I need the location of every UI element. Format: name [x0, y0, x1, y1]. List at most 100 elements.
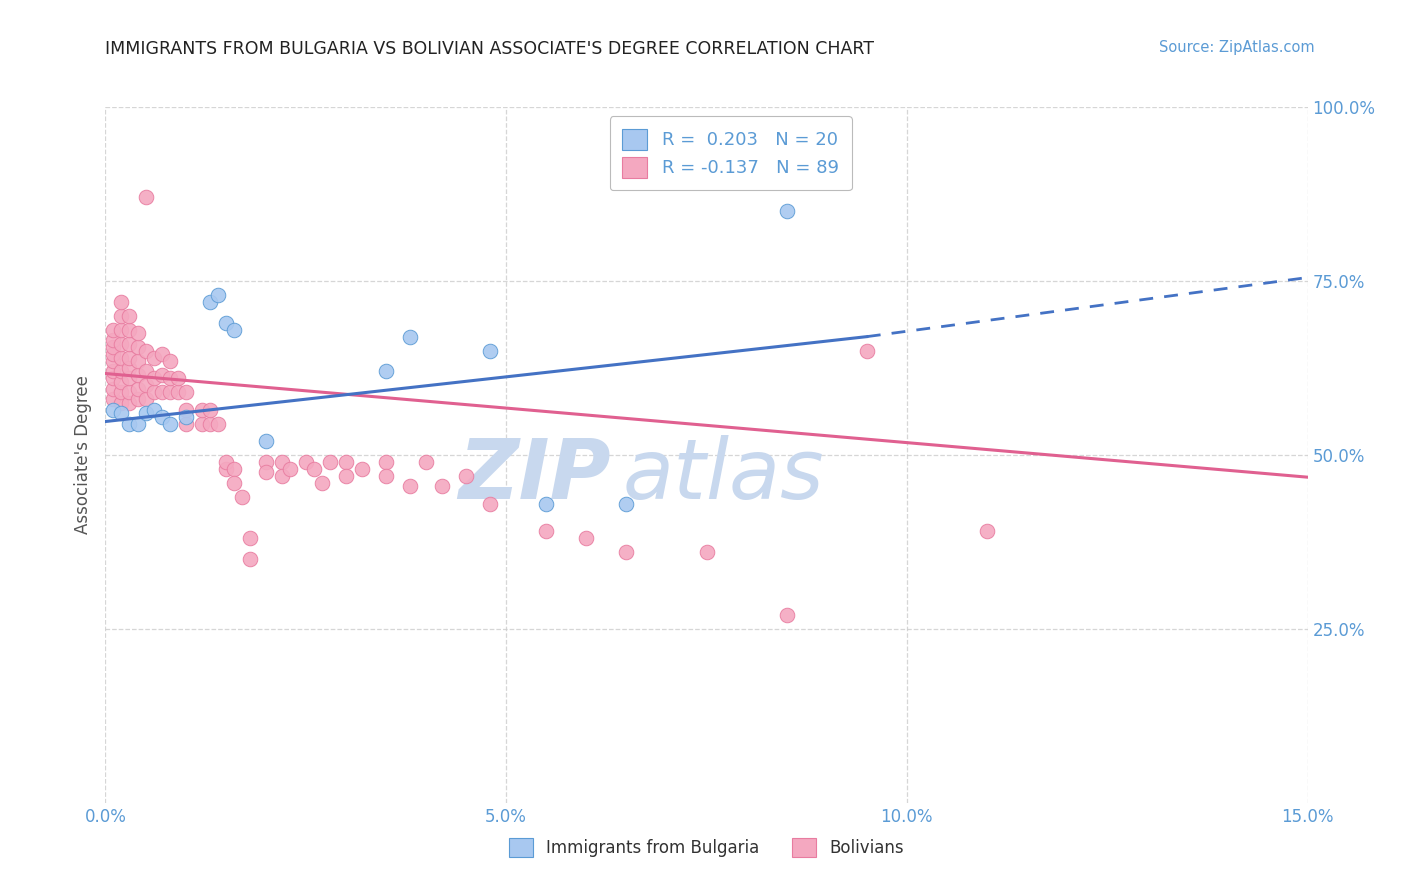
Point [399, 329, 422, 343]
Point [103, 364, 125, 378]
Point [127, 382, 149, 396]
Point [142, 385, 165, 400]
Text: atlas: atlas [623, 435, 824, 516]
Point [159, 417, 181, 431]
Point [311, 475, 333, 490]
Point [350, 462, 373, 476]
Point [110, 336, 132, 351]
Point [103, 354, 125, 368]
Point [319, 455, 342, 469]
Point [616, 545, 638, 559]
Point [110, 406, 132, 420]
Point [222, 475, 245, 490]
Point [198, 417, 221, 431]
Point [534, 497, 557, 511]
Point [295, 455, 318, 469]
Point [374, 455, 398, 469]
Point [207, 417, 229, 431]
Point [150, 385, 173, 400]
Point [110, 294, 132, 309]
Point [479, 497, 502, 511]
Point [103, 392, 125, 407]
Point [190, 417, 212, 431]
Point [118, 309, 141, 323]
Point [159, 385, 181, 400]
Point [198, 294, 221, 309]
Point [214, 316, 236, 330]
Point [127, 417, 149, 431]
Point [110, 309, 132, 323]
Point [103, 371, 125, 385]
Point [118, 336, 141, 351]
Point [399, 479, 422, 493]
Point [231, 490, 253, 504]
Point [239, 532, 262, 546]
Point [118, 323, 141, 337]
Point [166, 385, 188, 400]
Point [118, 371, 141, 385]
Point [239, 552, 262, 566]
Legend: Immigrants from Bulgaria, Bolivians: Immigrants from Bulgaria, Bolivians [502, 831, 911, 864]
Point [103, 340, 125, 354]
Point [479, 343, 502, 358]
Point [335, 455, 357, 469]
Point [222, 323, 245, 337]
Point [142, 351, 165, 365]
Point [270, 455, 292, 469]
Point [174, 385, 197, 400]
Point [135, 343, 157, 358]
Point [103, 347, 125, 361]
Point [110, 396, 132, 410]
Point [335, 468, 357, 483]
Point [534, 524, 557, 539]
Point [127, 340, 149, 354]
Point [454, 468, 477, 483]
Point [374, 364, 398, 378]
Point [110, 323, 132, 337]
Point [174, 402, 197, 417]
Point [776, 204, 799, 219]
Point [174, 409, 197, 424]
Point [110, 375, 132, 389]
Point [118, 351, 141, 365]
Point [118, 385, 141, 400]
Point [166, 371, 188, 385]
Point [575, 532, 598, 546]
Text: Source: ZipAtlas.com: Source: ZipAtlas.com [1159, 40, 1315, 55]
Point [174, 417, 197, 431]
Point [976, 524, 998, 539]
Point [110, 351, 132, 365]
Point [135, 364, 157, 378]
Point [415, 455, 437, 469]
Point [103, 402, 125, 417]
Text: IMMIGRANTS FROM BULGARIA VS BOLIVIAN ASSOCIATE'S DEGREE CORRELATION CHART: IMMIGRANTS FROM BULGARIA VS BOLIVIAN ASS… [105, 40, 875, 58]
Point [254, 434, 277, 448]
Point [696, 545, 718, 559]
Point [118, 417, 141, 431]
Point [302, 462, 325, 476]
Point [110, 385, 132, 400]
Point [127, 326, 149, 340]
Point [214, 455, 236, 469]
Point [214, 462, 236, 476]
Point [150, 368, 173, 382]
Point [150, 409, 173, 424]
Point [118, 360, 141, 375]
Point [135, 378, 157, 392]
Point [103, 333, 125, 347]
Point [159, 354, 181, 368]
Point [142, 402, 165, 417]
Point [103, 323, 125, 337]
Point [135, 406, 157, 420]
Point [190, 402, 212, 417]
Y-axis label: Associate's Degree: Associate's Degree [73, 376, 91, 534]
Point [142, 371, 165, 385]
Point [254, 455, 277, 469]
Point [135, 392, 157, 407]
Text: ZIP: ZIP [458, 435, 610, 516]
Point [278, 462, 301, 476]
Point [135, 190, 157, 204]
Point [127, 392, 149, 407]
Point [127, 354, 149, 368]
Point [127, 368, 149, 382]
